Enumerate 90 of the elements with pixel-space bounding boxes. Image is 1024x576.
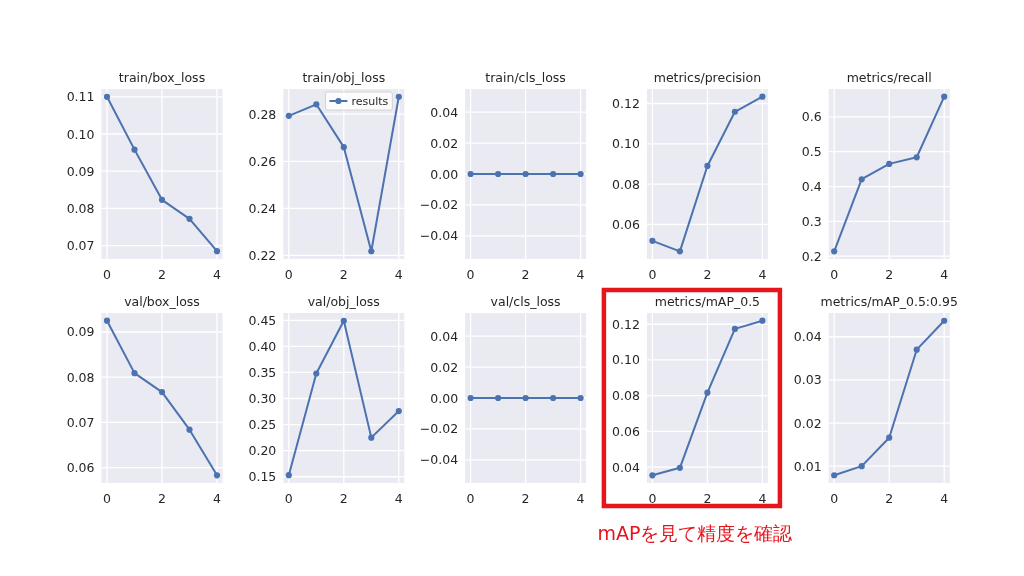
x-tick-label: 2 [339,490,348,506]
chart-title: metrics/mAP_0.5:0.95 [820,293,958,309]
x-tick-label: 2 [158,266,166,282]
y-tick-label: 0.07 [66,238,95,254]
chart-title: train/box_loss [118,69,206,85]
y-tick-label: 0.04 [793,329,822,345]
y-tick-label: −0.02 [419,197,459,213]
x-tick-label: 0 [284,266,293,282]
y-tick-label: 0.45 [248,312,277,328]
x-tick-label: 4 [758,490,767,506]
y-tick-label: 0.5 [801,144,822,160]
y-tick-label: 0.26 [248,153,277,169]
y-tick-label: 0.2 [801,248,822,264]
x-tick-label: 0 [830,490,839,506]
x-tick-label: 0 [466,266,475,282]
x-tick-label: 4 [940,266,949,282]
y-tick-label: 0.20 [248,443,277,459]
y-tick-label: −0.02 [419,421,459,437]
x-tick-label: 0 [648,490,657,506]
y-tick-label: 0.09 [66,163,95,179]
chart-title: train/obj_loss [302,69,386,85]
y-tick-label: 0.04 [612,459,640,475]
y-tick-label: 0.07 [66,414,95,430]
x-tick-label: 2 [885,266,894,282]
y-tick-label: 0.10 [612,352,640,368]
x-tick-label: 2 [703,490,712,506]
x-tick-label: 4 [213,266,221,282]
y-tick-label: 0.25 [248,417,277,433]
chart-title: train/cls_loss [485,69,566,85]
x-tick-label: 0 [648,266,657,282]
x-tick-label: 0 [103,490,111,506]
y-tick-label: 0.03 [793,372,822,388]
x-tick-label: 0 [103,266,111,282]
y-tick-label: 0.02 [430,359,459,375]
x-tick-label: 2 [703,266,712,282]
chart-title: val/box_loss [124,293,200,309]
y-tick-label: 0.6 [801,109,822,125]
x-tick-label: 2 [521,266,530,282]
y-tick-label: 0.10 [66,126,95,142]
x-tick-label: 0 [284,490,293,506]
y-tick-label: 0.04 [430,328,459,344]
x-tick-label: 4 [394,490,403,506]
y-tick-label: 0.06 [66,460,95,476]
x-tick-label: 4 [940,490,949,506]
x-tick-label: 2 [885,490,894,506]
x-tick-label: 0 [466,490,475,506]
chart-title: metrics/mAP_0.5 [654,293,761,309]
y-tick-label: 0.08 [66,369,95,385]
y-tick-label: 0.02 [793,415,822,431]
y-tick-label: 0.04 [430,104,459,120]
y-tick-label: 0.00 [430,166,459,182]
y-tick-label: 0.00 [430,390,459,406]
x-tick-label: 0 [830,266,839,282]
y-tick-label: −0.04 [419,452,459,468]
y-tick-label: 0.24 [248,200,277,216]
y-tick-label: −0.04 [419,228,459,244]
chart-title: val/obj_loss [307,293,380,309]
y-tick-label: 0.06 [612,423,640,439]
y-tick-label: 0.3 [801,213,822,229]
y-tick-label: 0.4 [801,179,822,195]
chart-title: metrics/recall [846,69,932,85]
y-tick-label: 0.06 [612,216,640,232]
y-tick-label: 0.08 [612,388,640,404]
x-tick-label: 2 [339,266,348,282]
y-tick-label: 0.08 [66,200,95,216]
y-tick-label: 0.40 [248,338,277,354]
legend-label: results [351,94,389,108]
x-tick-label: 4 [576,490,585,506]
x-tick-label: 4 [758,266,767,282]
chart-title: metrics/precision [653,69,762,85]
y-tick-label: 0.10 [612,136,640,152]
y-tick-label: 0.15 [248,469,277,485]
x-tick-label: 2 [521,490,530,506]
x-tick-label: 4 [394,266,403,282]
y-tick-label: 0.35 [248,364,277,380]
x-tick-label: 2 [158,490,166,506]
y-tick-label: 0.12 [612,316,640,332]
y-tick-label: 0.02 [430,135,459,151]
y-tick-label: 0.22 [248,247,277,263]
x-tick-label: 4 [576,266,585,282]
y-tick-label: 0.28 [248,106,277,122]
chart-title: val/cls_loss [490,293,561,309]
y-tick-label: 0.01 [793,458,822,474]
y-tick-label: 0.12 [612,96,640,111]
y-tick-label: 0.30 [248,391,277,406]
y-tick-label: 0.09 [66,324,95,340]
annotation: mAPを見て精度を確認 [597,522,793,544]
y-tick-label: 0.11 [66,89,95,105]
x-tick-label: 4 [213,490,221,506]
y-tick-label: 0.08 [612,176,640,192]
